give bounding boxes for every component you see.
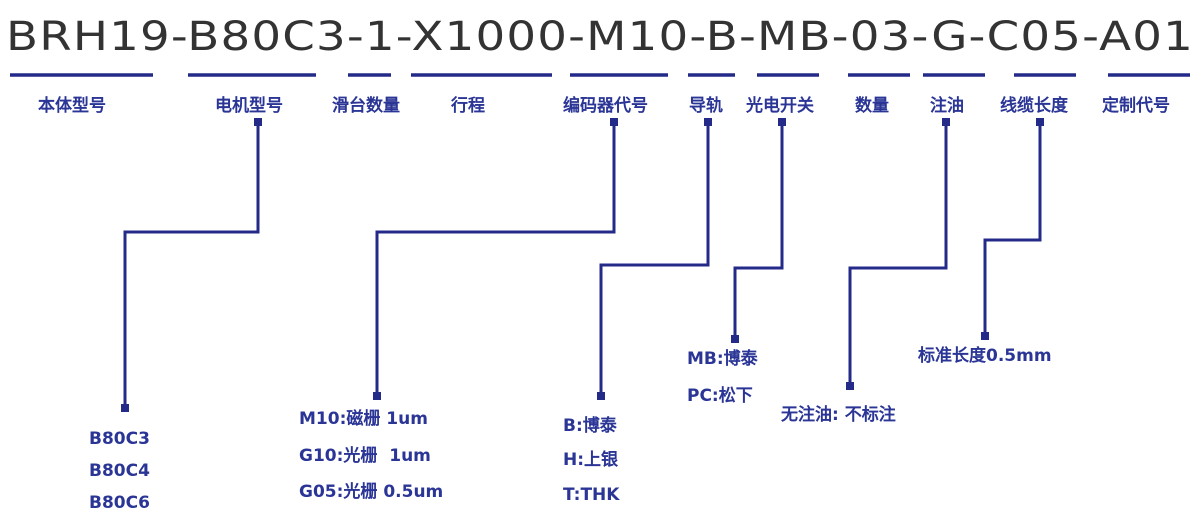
option-guide: H:上银	[563, 449, 619, 470]
label-encoder: 编码器代号	[563, 95, 648, 116]
model-code: BRH19-B80C3-1-X1000-M10-B-MB-03-G-C05-A0…	[6, 14, 1194, 60]
label-slide-count: 滑台数量	[332, 95, 400, 116]
option-switch: PC:松下	[687, 385, 753, 406]
connector-switch-end	[731, 335, 739, 343]
option-guide: B:博泰	[563, 415, 618, 436]
segment-labels: 本体型号 电机型号 滑台数量 行程 编码器代号 导轨 光电开关 数量 注油 线缆…	[38, 95, 1170, 116]
option-encoder: G10:光栅 1um	[299, 445, 431, 466]
option-encoder: M10:磁栅 1um	[299, 408, 428, 429]
option-encoder: G05:光栅 0.5um	[299, 481, 443, 502]
option-motor: B80C3	[89, 429, 150, 449]
connector-motor	[123, 122, 260, 408]
connector-switch	[733, 122, 784, 339]
connectors	[121, 118, 1044, 412]
option-cable: 标准长度0.5mm	[918, 345, 1052, 366]
connector-guide-end	[597, 392, 605, 400]
options: B80C3 B80C4 B80C6 M10:磁栅 1um G10:光栅 1um …	[89, 345, 1052, 513]
label-body: 本体型号	[38, 95, 106, 116]
option-switch: MB:博泰	[687, 348, 759, 369]
label-motor: 电机型号	[215, 95, 283, 116]
label-quantity: 数量	[855, 95, 889, 116]
label-oil: 注油	[930, 95, 964, 116]
label-switch: 光电开关	[745, 95, 814, 116]
connector-cable	[983, 122, 1042, 336]
connector-encoder-end	[373, 392, 381, 400]
label-stroke: 行程	[450, 95, 485, 116]
label-guide: 导轨	[689, 95, 723, 116]
label-cable: 线缆长度	[1000, 95, 1069, 116]
option-motor: B80C4	[89, 461, 150, 481]
connector-motor-end	[121, 404, 129, 412]
connector-oil	[848, 122, 948, 386]
option-motor: B80C6	[89, 493, 150, 513]
label-custom: 定制代号	[1102, 95, 1170, 116]
option-oil: 无注油: 不标注	[780, 404, 896, 425]
connector-oil-end	[846, 382, 854, 390]
connector-cable-end	[981, 332, 989, 340]
connector-encoder	[375, 122, 616, 396]
option-guide: T:THK	[563, 485, 620, 505]
connector-guide	[599, 122, 710, 396]
